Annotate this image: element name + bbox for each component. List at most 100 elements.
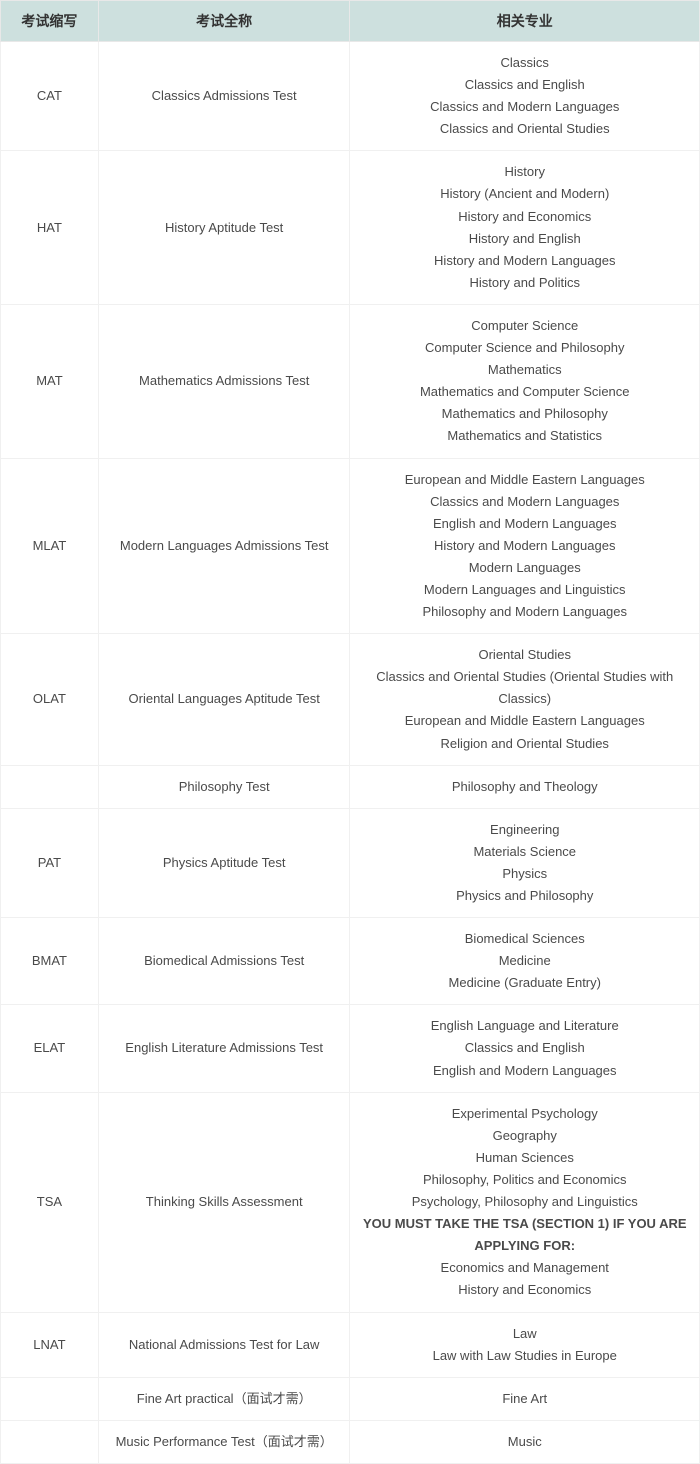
subject-line: Classics and Modern Languages [356, 96, 693, 118]
cell-abbr: MAT [1, 304, 99, 458]
cell-abbr [1, 1377, 99, 1420]
cell-subjects: English Language and LiteratureClassics … [350, 1005, 700, 1092]
cell-abbr: LNAT [1, 1312, 99, 1377]
table-row: PATPhysics Aptitude TestEngineeringMater… [1, 808, 700, 917]
subject-line: Human Sciences [356, 1147, 693, 1169]
cell-abbr [1, 765, 99, 808]
subject-line: Classics and English [356, 1037, 693, 1059]
cell-fullname: Philosophy Test [98, 765, 350, 808]
subject-line: Modern Languages and Linguistics [356, 579, 693, 601]
subject-line: Mathematics and Philosophy [356, 403, 693, 425]
header-abbr: 考试缩写 [1, 1, 99, 42]
cell-subjects: Oriental StudiesClassics and Oriental St… [350, 634, 700, 765]
subject-line: Biomedical Sciences [356, 928, 693, 950]
subject-line: Engineering [356, 819, 693, 841]
subject-line: History [356, 161, 693, 183]
subject-line: Religion and Oriental Studies [356, 733, 693, 755]
subject-line: Classics and Oriental Studies (Oriental … [356, 666, 693, 710]
table-row: Music Performance Test（面试才需） Music [1, 1420, 700, 1463]
cell-abbr: OLAT [1, 634, 99, 765]
cell-subjects: Biomedical SciencesMedicineMedicine (Gra… [350, 918, 700, 1005]
table-row: MLATModern Languages Admissions TestEuro… [1, 458, 700, 634]
cell-subjects: Philosophy and Theology [350, 765, 700, 808]
subject-line: Music [356, 1431, 693, 1453]
cell-abbr: ELAT [1, 1005, 99, 1092]
header-subjects: 相关专业 [350, 1, 700, 42]
header-fullname: 考试全称 [98, 1, 350, 42]
subject-line: Psychology, Philosophy and Linguistics [356, 1191, 693, 1213]
cell-fullname: History Aptitude Test [98, 151, 350, 305]
subject-line: Philosophy and Theology [356, 776, 693, 798]
subject-line: Computer Science [356, 315, 693, 337]
subject-line: Medicine (Graduate Entry) [356, 972, 693, 994]
cell-abbr: CAT [1, 42, 99, 151]
cell-subjects: Computer ScienceComputer Science and Phi… [350, 304, 700, 458]
cell-fullname: Fine Art practical（面试才需） [98, 1377, 350, 1420]
subject-line: History (Ancient and Modern) [356, 183, 693, 205]
admissions-tests-table: 考试缩写 考试全称 相关专业 CATClassics Admissions Te… [0, 0, 700, 1464]
cell-subjects: ClassicsClassics and EnglishClassics and… [350, 42, 700, 151]
cell-fullname: Oriental Languages Aptitude Test [98, 634, 350, 765]
subject-line: Law [356, 1323, 693, 1345]
subject-line: Modern Languages [356, 557, 693, 579]
cell-abbr [1, 1420, 99, 1463]
subject-line: History and Economics [356, 206, 693, 228]
subject-line: Medicine [356, 950, 693, 972]
cell-subjects: EngineeringMaterials SciencePhysicsPhysi… [350, 808, 700, 917]
table-row: HATHistory Aptitude Test HistoryHistory (… [1, 151, 700, 305]
table-row: Philosophy Test Philosophy and Theology [1, 765, 700, 808]
table-row: LNATNational Admissions Test for LawLawL… [1, 1312, 700, 1377]
subject-line: Fine Art [356, 1388, 693, 1410]
subject-line: Philosophy, Politics and Economics [356, 1169, 693, 1191]
cell-fullname: English Literature Admissions Test [98, 1005, 350, 1092]
cell-fullname: Physics Aptitude Test [98, 808, 350, 917]
cell-subjects: LawLaw with Law Studies in Europe [350, 1312, 700, 1377]
table-row: OLATOriental Languages Aptitude TestOrie… [1, 634, 700, 765]
subject-line: Materials Science [356, 841, 693, 863]
cell-abbr: MLAT [1, 458, 99, 634]
table-row: ELATEnglish Literature Admissions TestEn… [1, 1005, 700, 1092]
subject-line: Economics and Management [356, 1257, 693, 1279]
subject-line: Classics and Oriental Studies [356, 118, 693, 140]
subject-line: Classics and English [356, 74, 693, 96]
table-row: CATClassics Admissions TestClassicsClass… [1, 42, 700, 151]
subject-line: European and Middle Eastern Languages [356, 710, 693, 732]
cell-fullname: Modern Languages Admissions Test [98, 458, 350, 634]
cell-subjects: Fine Art [350, 1377, 700, 1420]
subject-line: History and Modern Languages [356, 535, 693, 557]
cell-fullname: Mathematics Admissions Test [98, 304, 350, 458]
table-row: MATMathematics Admissions TestComputer S… [1, 304, 700, 458]
cell-abbr: BMAT [1, 918, 99, 1005]
cell-abbr: TSA [1, 1092, 99, 1312]
cell-subjects: Experimental PsychologyGeographyHuman Sc… [350, 1092, 700, 1312]
table-row: Fine Art practical（面试才需） Fine Art [1, 1377, 700, 1420]
cell-fullname: National Admissions Test for Law [98, 1312, 350, 1377]
subject-line: English and Modern Languages [356, 513, 693, 535]
subject-line: Geography [356, 1125, 693, 1147]
subject-line: History and Politics [356, 272, 693, 294]
subject-line: Mathematics and Computer Science [356, 381, 693, 403]
cell-subjects: European and Middle Eastern LanguagesCla… [350, 458, 700, 634]
table-body: CATClassics Admissions TestClassicsClass… [1, 42, 700, 1464]
subject-line: Classics and Modern Languages [356, 491, 693, 513]
cell-abbr: HAT [1, 151, 99, 305]
cell-fullname: Biomedical Admissions Test [98, 918, 350, 1005]
subject-line: European and Middle Eastern Languages [356, 469, 693, 491]
subject-line: English Language and Literature [356, 1015, 693, 1037]
subject-line: Physics [356, 863, 693, 885]
subject-line: Oriental Studies [356, 644, 693, 666]
subject-line: Experimental Psychology [356, 1103, 693, 1125]
table-row: TSAThinking Skills AssessmentExperimenta… [1, 1092, 700, 1312]
subject-line: Computer Science and Philosophy [356, 337, 693, 359]
subject-line: History and Modern Languages [356, 250, 693, 272]
cell-fullname: Music Performance Test（面试才需） [98, 1420, 350, 1463]
table-header: 考试缩写 考试全称 相关专业 [1, 1, 700, 42]
table-row: BMATBiomedical Admissions TestBiomedical… [1, 918, 700, 1005]
cell-fullname: Classics Admissions Test [98, 42, 350, 151]
cell-fullname: Thinking Skills Assessment [98, 1092, 350, 1312]
subject-line: Classics [356, 52, 693, 74]
subject-line: Mathematics and Statistics [356, 425, 693, 447]
subject-line: Philosophy and Modern Languages [356, 601, 693, 623]
subject-line: Law with Law Studies in Europe [356, 1345, 693, 1367]
subject-line: Physics and Philosophy [356, 885, 693, 907]
